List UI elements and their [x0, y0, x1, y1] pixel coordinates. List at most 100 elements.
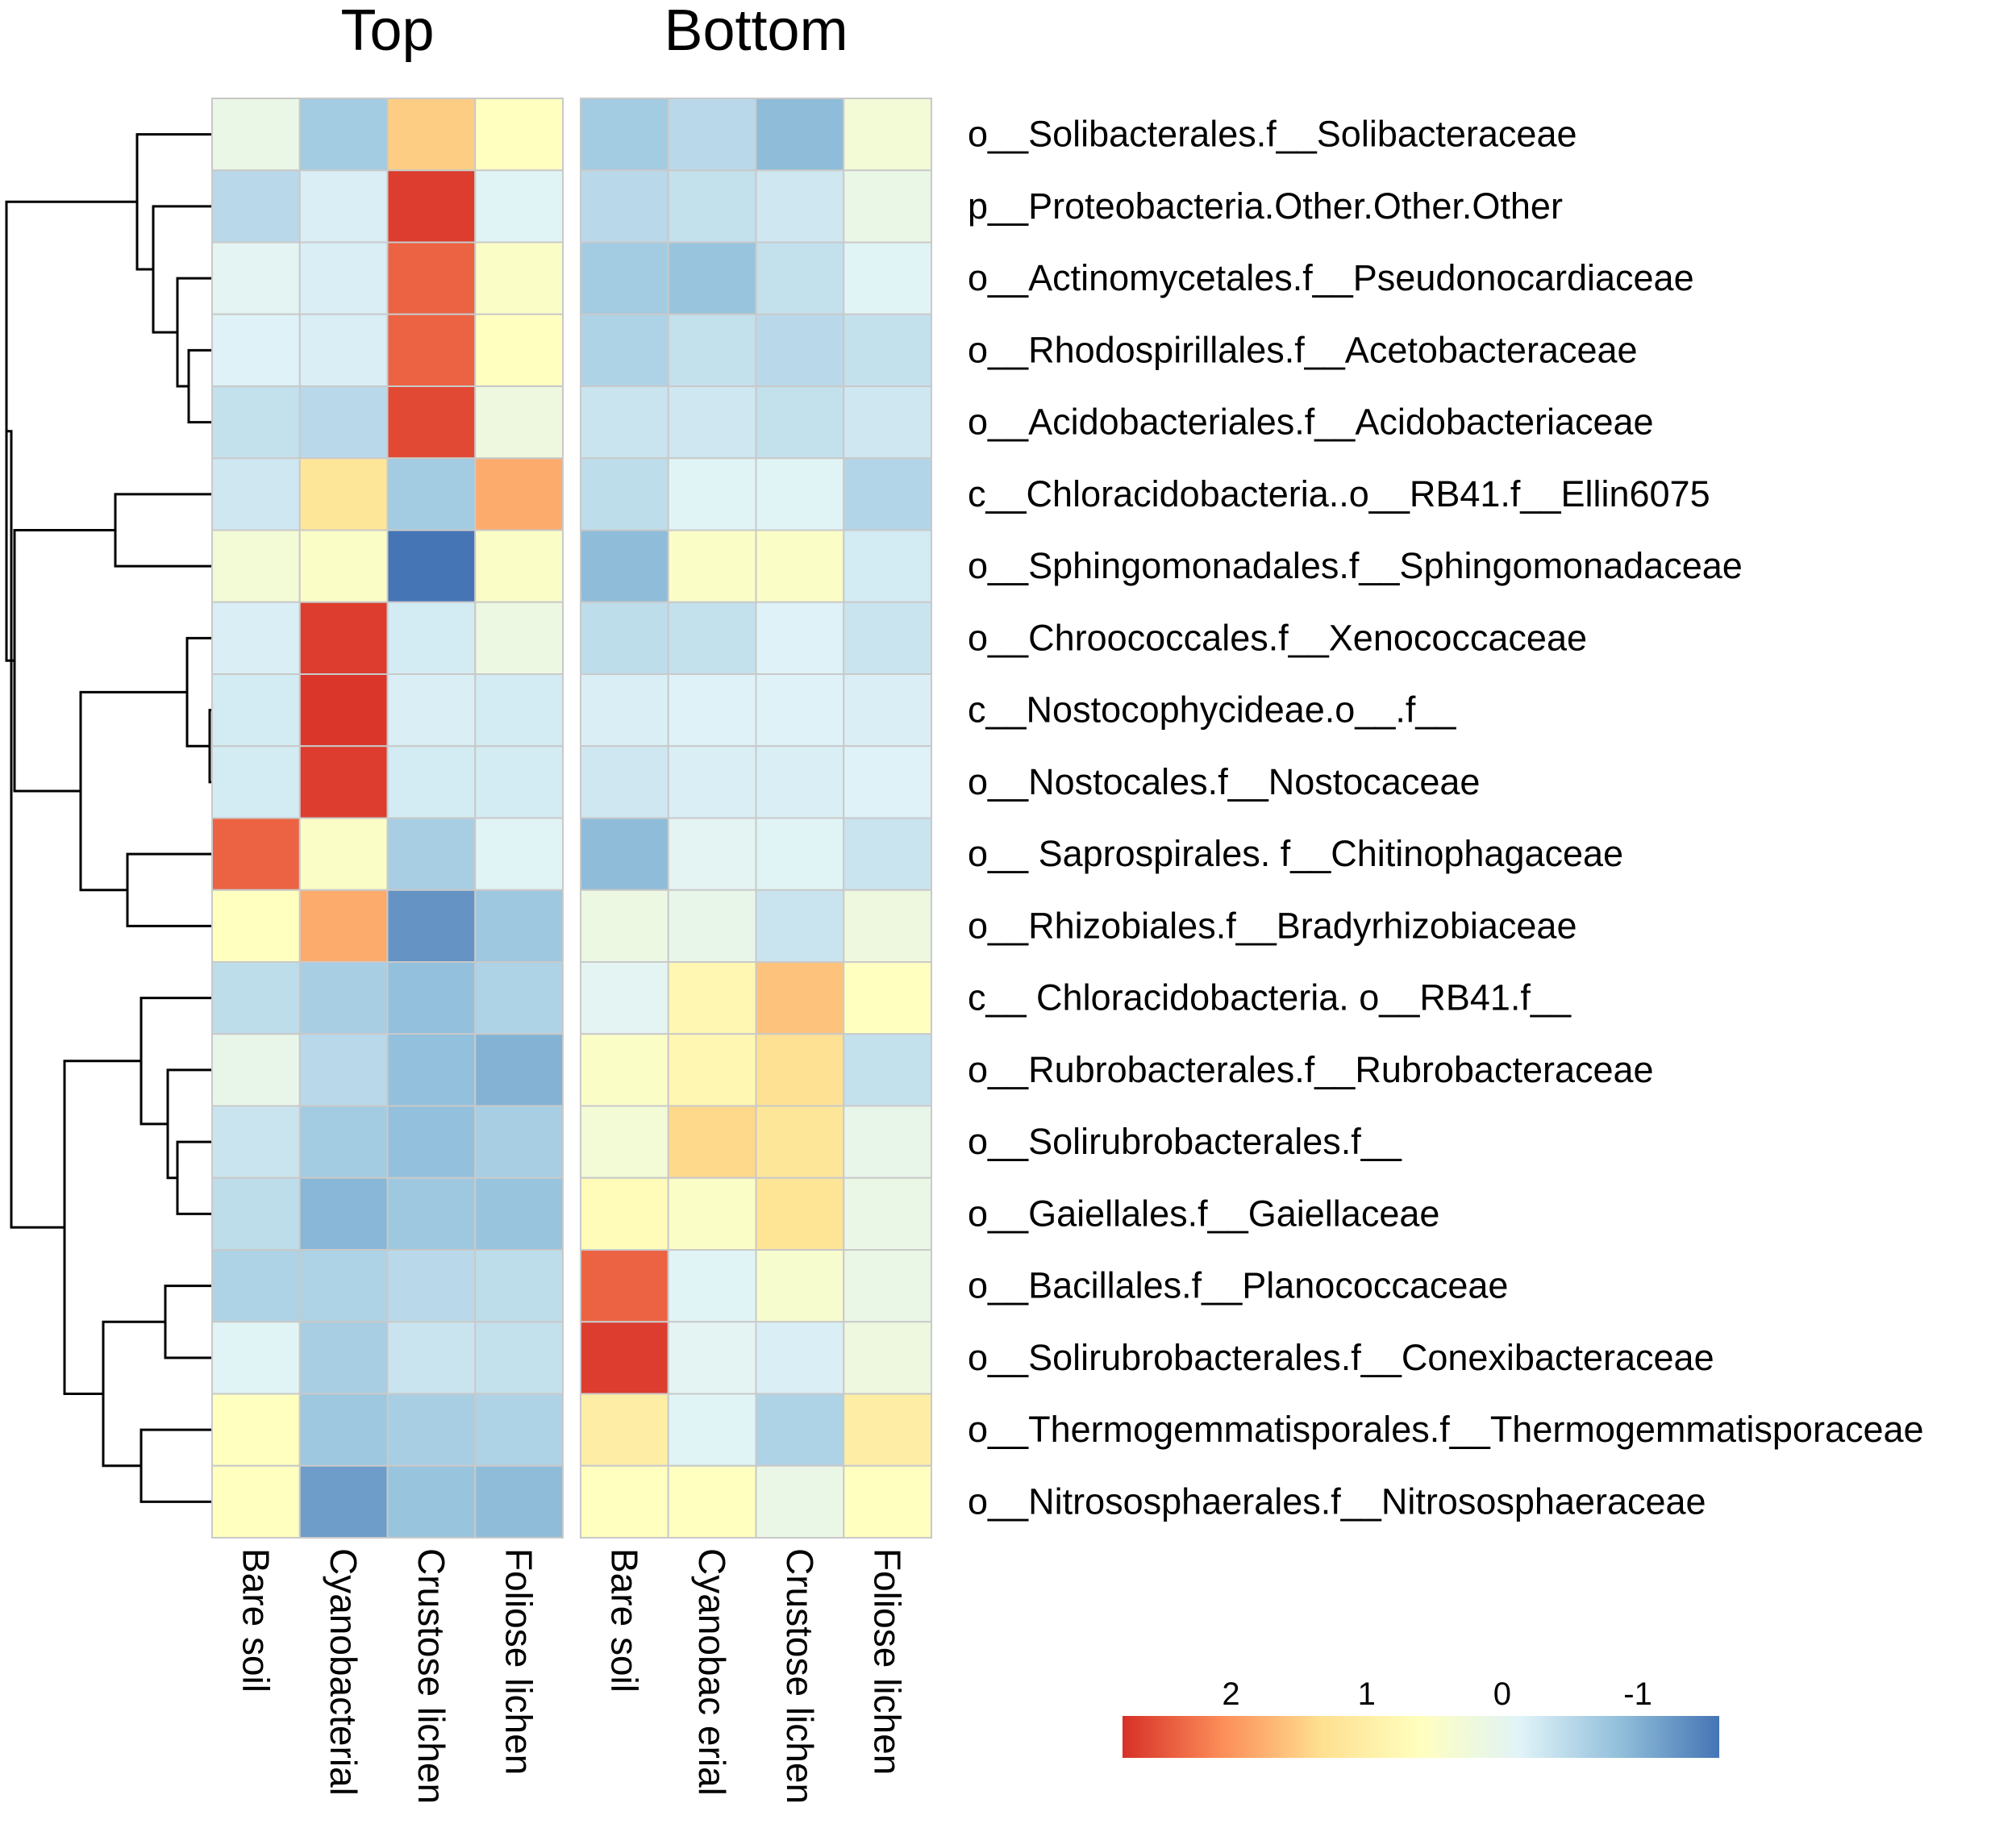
row-label-3: o__Rhodospirillales.f__Acetobacteraceae — [968, 329, 1638, 370]
heatmap-cell-r5-c7 — [843, 457, 932, 531]
legend-color-bar — [1123, 1716, 1719, 1758]
heatmap-cell-r6-c0 — [211, 529, 301, 603]
row-label-16: o__Bacillales.f__Planococcaceae — [968, 1265, 1508, 1306]
column-label-0-2: Crustose lichen — [410, 1548, 452, 1804]
heatmap-cell-r14-c4 — [580, 1105, 669, 1179]
heatmap-cell-r10-c3 — [474, 817, 564, 891]
heatmap-cell-r17-c7 — [843, 1321, 932, 1395]
heatmap-cell-r17-c6 — [755, 1321, 845, 1395]
heatmap-cell-r8-c0 — [211, 673, 301, 748]
heatmap-cell-r1-c7 — [843, 169, 932, 244]
row-label-17: o__Solirubrobacterales.f__Conexibacterac… — [968, 1337, 1714, 1378]
row-label-1: p__Proteobacteria.Other.Other.Other — [968, 185, 1563, 227]
column-label-1-3: Foliose lichen — [867, 1548, 909, 1775]
column-label-0-1: Cyanobacterial — [323, 1548, 364, 1796]
heatmap-cell-r12-c6 — [755, 961, 845, 1035]
heatmap-cell-r10-c5 — [667, 817, 757, 891]
heatmap-cell-r11-c4 — [580, 889, 669, 963]
heatmap-cell-r4-c3 — [474, 385, 564, 460]
row-label-2: o__Actinomycetales.f__Pseudonocardiaceae — [968, 257, 1694, 298]
heatmap-cell-r18-c5 — [667, 1393, 757, 1467]
dendrogram-branch-7 — [126, 852, 212, 927]
heatmap-cell-r4-c1 — [298, 385, 389, 460]
color-legend: 2 1 0 -1 — [1123, 1676, 1719, 1758]
legend-tick-2: 0 — [1493, 1676, 1511, 1712]
heatmap-cell-r17-c5 — [667, 1321, 757, 1395]
heatmap-cell-r5-c5 — [667, 457, 757, 531]
heatmap-cell-r18-c7 — [843, 1393, 932, 1467]
heatmap-cell-r19-c1 — [298, 1464, 389, 1539]
row-label-10: o__ Saprospirales. f__Chitinophagaceae — [968, 833, 1623, 874]
row-dendrogram — [5, 133, 212, 1503]
heatmap-cell-r19-c4 — [580, 1464, 669, 1539]
heatmap-cell-r4-c0 — [211, 385, 301, 460]
heatmap-cell-r3-c7 — [843, 313, 932, 387]
heatmap-cell-r2-c5 — [667, 241, 757, 315]
heatmap-cell-r3-c5 — [667, 313, 757, 387]
dendrogram-branch-10 — [5, 200, 137, 662]
heatmap-cell-r17-c3 — [474, 1321, 564, 1395]
heatmap-cell-r3-c2 — [386, 313, 477, 387]
row-label-13: o__Rubrobacterales.f__Rubrobacteraceae — [968, 1049, 1654, 1090]
row-label-15: o__Gaiellales.f__Gaiellaceae — [968, 1193, 1439, 1234]
heatmap-cell-r15-c2 — [386, 1176, 477, 1251]
heatmap-cell-r16-c2 — [386, 1249, 477, 1323]
heatmap-cell-r18-c3 — [474, 1393, 564, 1467]
heatmap-cell-r12-c5 — [667, 961, 757, 1035]
column-label-0-0: Bare soil — [235, 1548, 277, 1693]
heatmap-cell-r12-c3 — [474, 961, 564, 1035]
column-label-0-3: Foliose lichen — [498, 1548, 540, 1775]
heatmap-cell-r6-c1 — [298, 529, 389, 603]
heatmap-cell-r13-c5 — [667, 1033, 757, 1107]
heatmap-cell-r17-c2 — [386, 1321, 477, 1395]
heatmap-cell-r14-c3 — [474, 1105, 564, 1179]
heatmap-cell-r9-c6 — [755, 745, 845, 819]
dendrogram-branch-13 — [140, 997, 212, 1126]
heatmap-cell-r7-c0 — [211, 601, 301, 675]
legend-tick-3: -1 — [1623, 1676, 1652, 1712]
heatmap-cell-r10-c0 — [211, 817, 301, 891]
heatmap-cell-r11-c7 — [843, 889, 932, 963]
heatmap-cell-r8-c2 — [386, 673, 477, 748]
heatmap-cell-r9-c1 — [298, 745, 389, 819]
panel-title-top: Top — [340, 0, 434, 63]
heatmap-cell-r7-c4 — [580, 601, 669, 675]
dendrogram-branch-6 — [185, 636, 212, 748]
heatmap-cell-r9-c4 — [580, 745, 669, 819]
heatmap-cell-r7-c7 — [843, 601, 932, 675]
column-label-1-1: Cyanobac erial — [691, 1548, 733, 1796]
heatmap-cell-r5-c1 — [298, 457, 389, 531]
heatmap-cell-r14-c0 — [211, 1105, 301, 1179]
heatmap-cell-r2-c4 — [580, 241, 669, 315]
heatmap-cell-r0-c0 — [211, 98, 301, 172]
dendrogram-branch-3 — [135, 133, 212, 271]
heatmap-cell-r19-c2 — [386, 1464, 477, 1539]
heatmap-cell-r10-c2 — [386, 817, 477, 891]
heatmap-cell-r15-c5 — [667, 1176, 757, 1251]
heatmap-cell-r18-c6 — [755, 1393, 845, 1467]
heatmap-cell-r18-c4 — [580, 1393, 669, 1467]
heatmap-cell-r0-c5 — [667, 98, 757, 172]
heatmap-cell-r0-c2 — [386, 98, 477, 172]
heatmap-cell-r5-c3 — [474, 457, 564, 531]
heatmap-cell-r10-c1 — [298, 817, 389, 891]
heatmap-cell-r15-c4 — [580, 1176, 669, 1251]
dendrogram-branch-9 — [13, 529, 115, 793]
heatmap-cell-r12-c2 — [386, 961, 477, 1035]
row-label-18: o__Thermogemmatisporales.f__Thermogemmat… — [968, 1409, 1924, 1450]
row-label-4: o__Acidobacteriales.f__Acidobacteriaceae — [968, 402, 1654, 443]
heatmap-cell-r19-c0 — [211, 1464, 301, 1539]
dendrogram-branch-8 — [79, 690, 187, 892]
heatmap-cell-r8-c1 — [298, 673, 389, 748]
heatmap-cell-r16-c3 — [474, 1249, 564, 1323]
heatmap-cell-r7-c5 — [667, 601, 757, 675]
heatmap-cell-r4-c7 — [843, 385, 932, 460]
row-labels: o__Solibacterales.f__Solibacteraceae p__P… — [968, 114, 1924, 1522]
heatmap-cell-r12-c7 — [843, 961, 932, 1035]
heatmap-cell-r2-c7 — [843, 241, 932, 315]
heatmap-cell-r14-c2 — [386, 1105, 477, 1179]
heatmap-cell-r18-c0 — [211, 1393, 301, 1467]
heatmap-cell-r10-c7 — [843, 817, 932, 891]
heatmap-cell-r2-c3 — [474, 241, 564, 315]
